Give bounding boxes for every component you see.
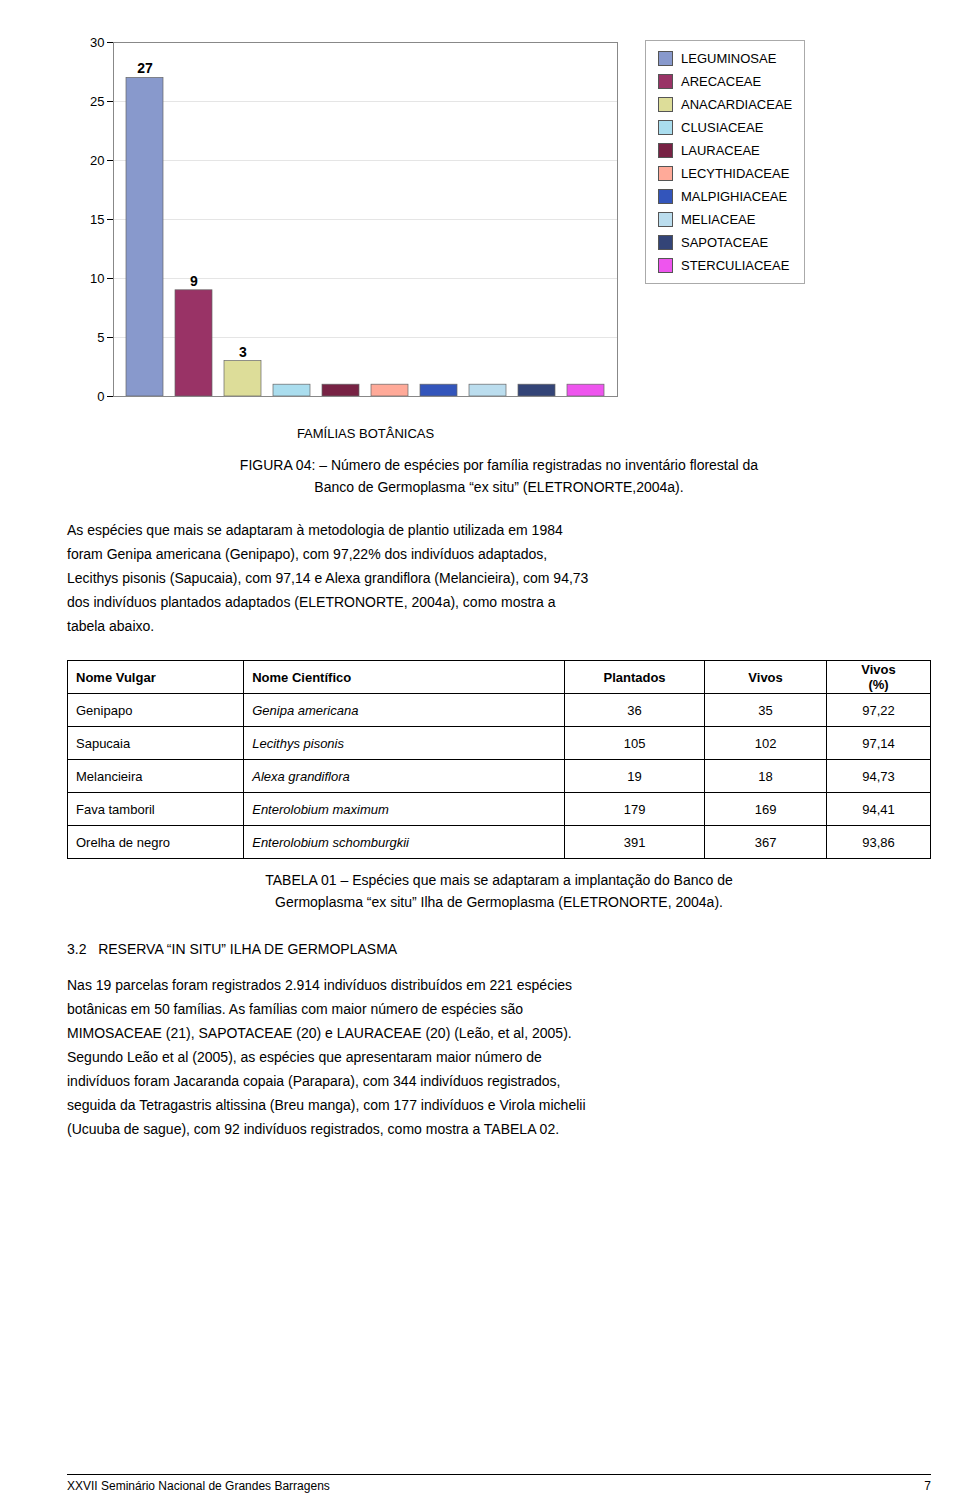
html-text:Enterolobium schomburgkii: Enterolobium schomburgkii (252, 834, 409, 850)
html-text:Segundo Leão et al (2005), as: Segundo Leão et al (2005), as espécies q… (67, 1049, 542, 1065)
html-text:105: 105 (623, 735, 646, 751)
html-text:MELIACEAE: MELIACEAE (681, 212, 756, 227)
svg-text:9: 9 (190, 273, 198, 289)
svg-text:15: 15 (90, 212, 104, 227)
html-text:Banco de Germoplasma “ex situ”: Banco de Germoplasma “ex situ” (ELETRONO… (314, 479, 684, 495)
html-text:94,73: 94,73 (862, 768, 895, 784)
svg-text:20: 20 (90, 153, 104, 168)
html-text:Plantados: Plantados (603, 669, 666, 685)
html-text:Genipapo: Genipapo (76, 702, 133, 718)
html-text:Melancieira: Melancieira (76, 768, 143, 784)
html-text:ARECACEAE: ARECACEAE (681, 74, 762, 89)
html-text:Orelha de negro: Orelha de negro (76, 834, 170, 850)
html-text:391: 391 (623, 834, 646, 850)
svg-text:5: 5 (97, 330, 104, 345)
html-text:35: 35 (758, 702, 773, 718)
html-text:Alexa grandiflora: Alexa grandiflora (252, 768, 350, 784)
html-text:STERCULIACEAE: STERCULIACEAE (681, 258, 790, 273)
html-text:169: 169 (754, 801, 777, 817)
html-text:367: 367 (754, 834, 777, 850)
html-text:18: 18 (758, 768, 773, 784)
html-text:FIGURA 04: – Número de espécie: FIGURA 04: – Número de espécies por famí… (239, 457, 759, 473)
html-text:ANACARDIACEAE: ANACARDIACEAE (681, 97, 793, 112)
svg-text:10: 10 (90, 271, 104, 286)
html-text:Nome Vulgar: Nome Vulgar (76, 669, 156, 685)
html-text:Nome Científico: Nome Científico (252, 669, 352, 685)
svg-text:25: 25 (90, 94, 104, 109)
html-text:TABELA 01 – Espécies que mais: TABELA 01 – Espécies que mais se adaptar… (265, 872, 733, 888)
html-text:Vivos: Vivos (861, 662, 896, 677)
html-text:7: 7 (924, 1479, 931, 1493)
html-text:Lecithys pisonis (Sapucaia), c: Lecithys pisonis (Sapucaia), com 97,14 e… (67, 570, 589, 586)
html-text:Nas 19 parcelas foram registra: Nas 19 parcelas foram registrados 2.914 … (67, 977, 573, 993)
html-text:CLUSIACEAE: CLUSIACEAE (681, 120, 764, 135)
html-text:36: 36 (627, 702, 642, 718)
svg-text:0: 0 (97, 389, 104, 404)
html-text:179: 179 (623, 801, 646, 817)
html-text:Sapucaia: Sapucaia (76, 735, 131, 751)
html-text:3.2 RESERVA “IN SITU” ILHA DE: 3.2 RESERVA “IN SITU” ILHA DE GERMOPLASM… (67, 941, 398, 957)
html-text:LAURACEAE: LAURACEAE (681, 143, 760, 158)
html-text:Fava tamboril: Fava tamboril (76, 801, 155, 817)
html-text:Genipa americana: Genipa americana (252, 702, 359, 718)
html-text:dos indivíduos plantados adapt: dos indivíduos plantados adaptados (ELET… (67, 594, 556, 610)
html-text:Germoplasma “ex situ” Ilha de: Germoplasma “ex situ” Ilha de Germoplasm… (275, 894, 723, 910)
html-text:Enterolobium maximum: Enterolobium maximum (252, 801, 389, 817)
html-text:Lecithys pisonis: Lecithys pisonis (252, 735, 344, 751)
html-text:97,22: 97,22 (862, 702, 895, 718)
html-text:102: 102 (754, 735, 777, 751)
html-text:foram Genipa americana (Genipa: foram Genipa americana (Genipapo), com 9… (67, 546, 548, 562)
html-text:MALPIGHIACEAE: MALPIGHIACEAE (681, 189, 788, 204)
svg-text:30: 30 (90, 35, 104, 50)
html-text:94,41: 94,41 (862, 801, 895, 817)
html-text:LECYTHIDACEAE: LECYTHIDACEAE (681, 166, 790, 181)
html-text:97,14: 97,14 (862, 735, 895, 751)
svg-text:27: 27 (137, 60, 153, 76)
html-text:MIMOSACEAE (21), SAPOTACEAE (2: MIMOSACEAE (21), SAPOTACEAE (20) e LAURA… (67, 1025, 572, 1041)
html-text:seguida da Tetragastris altiss: seguida da Tetragastris altissina (Breu … (67, 1097, 586, 1113)
svg-text:3: 3 (239, 344, 247, 360)
html-text:93,86: 93,86 (862, 834, 895, 850)
html-text:(Ucuuba de sague), com 92 indi: (Ucuuba de sague), com 92 indivíduos reg… (67, 1121, 560, 1137)
html-text:Vivos: Vivos (748, 669, 783, 685)
html-text:As espécies que mais se adapta: As espécies que mais se adaptaram à meto… (67, 522, 563, 538)
svg-text:FAMÍLIAS BOTÂNICAS: FAMÍLIAS BOTÂNICAS (297, 426, 435, 441)
html-text:LEGUMINOSAE: LEGUMINOSAE (681, 51, 777, 66)
html-text:botânicas em 50 famílias. As f: botânicas em 50 famílias. As famílias co… (67, 1001, 523, 1017)
html-text:indivíduos foram Jacaranda cop: indivíduos foram Jacaranda copaia (Parap… (67, 1073, 561, 1089)
html-text:19: 19 (627, 768, 642, 784)
html-text:SAPOTACEAE: SAPOTACEAE (681, 235, 769, 250)
html-text:tabela abaixo.: tabela abaixo. (67, 618, 155, 634)
html-text:XXVII Seminário Nacional de Gr: XXVII Seminário Nacional de Grandes Barr… (67, 1479, 330, 1493)
